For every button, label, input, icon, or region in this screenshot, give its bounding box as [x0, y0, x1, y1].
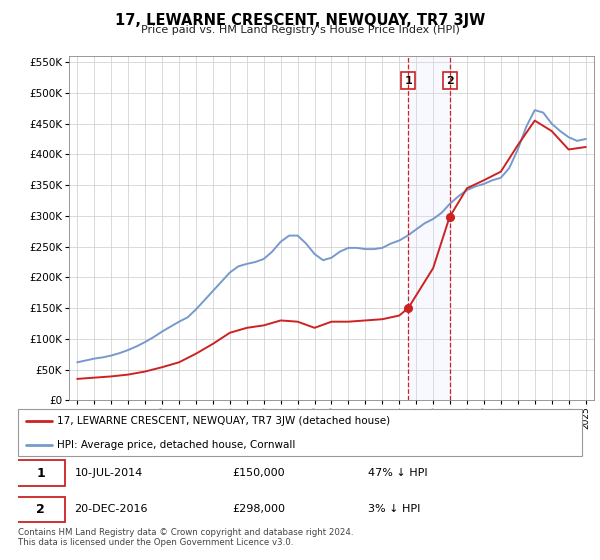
Text: 47% ↓ HPI: 47% ↓ HPI [368, 468, 427, 478]
Text: HPI: Average price, detached house, Cornwall: HPI: Average price, detached house, Corn… [58, 440, 296, 450]
Text: 1: 1 [404, 76, 412, 86]
Text: £150,000: £150,000 [232, 468, 285, 478]
Text: 2: 2 [446, 76, 454, 86]
Bar [408, 56, 449, 400]
Text: Price paid vs. HM Land Registry's House Price Index (HPI): Price paid vs. HM Land Registry's House … [140, 25, 460, 35]
Text: 10-JUL-2014: 10-JUL-2014 [74, 468, 143, 478]
Text: 3% ↓ HPI: 3% ↓ HPI [368, 505, 420, 515]
Text: 17, LEWARNE CRESCENT, NEWQUAY, TR7 3JW (detached house): 17, LEWARNE CRESCENT, NEWQUAY, TR7 3JW (… [58, 416, 391, 426]
FancyBboxPatch shape [18, 409, 582, 456]
FancyBboxPatch shape [17, 497, 65, 522]
Text: 20-DEC-2016: 20-DEC-2016 [74, 505, 148, 515]
Text: £298,000: £298,000 [232, 505, 286, 515]
Text: 1: 1 [37, 467, 45, 480]
Text: 2: 2 [37, 503, 45, 516]
Text: Contains HM Land Registry data © Crown copyright and database right 2024.
This d: Contains HM Land Registry data © Crown c… [18, 528, 353, 547]
Text: 17, LEWARNE CRESCENT, NEWQUAY, TR7 3JW: 17, LEWARNE CRESCENT, NEWQUAY, TR7 3JW [115, 13, 485, 28]
FancyBboxPatch shape [17, 460, 65, 486]
